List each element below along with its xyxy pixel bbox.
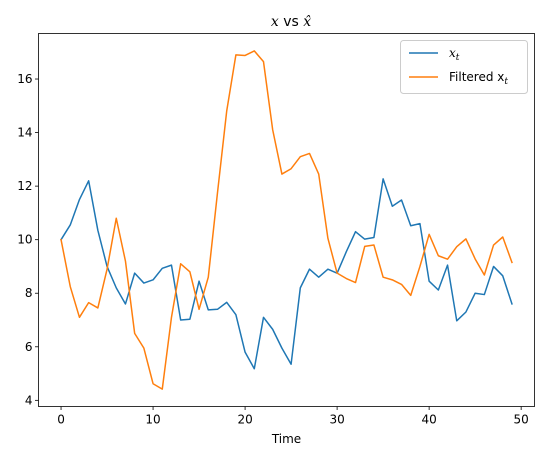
chart-title: x vs x̂: [271, 14, 311, 30]
plot-frame: [38, 33, 535, 407]
y-tick-label: 6: [25, 340, 33, 354]
x-tick-label: 0: [57, 413, 65, 427]
y-tick-label: 12: [17, 179, 32, 193]
x-tick-label: 40: [421, 413, 436, 427]
x-axis-label: Time: [271, 432, 301, 446]
title-x: x: [271, 14, 279, 30]
x-tick-label: 10: [145, 413, 160, 427]
y-tick-label: 16: [17, 72, 32, 86]
legend-label-x-t: xt: [449, 46, 460, 63]
legend-box: [400, 40, 528, 94]
series-group: [60, 50, 513, 390]
y-tick-label: 10: [17, 233, 32, 247]
x-tick-label: 30: [329, 413, 344, 427]
series-line-x-t: [60, 178, 513, 370]
title-x-hat: x̂: [303, 14, 311, 30]
y-tick-label: 8: [25, 286, 33, 300]
legend: xt Filtered xt: [400, 40, 528, 94]
y-axis-ticks: 4 6 8 10 12 14 16: [17, 72, 39, 407]
x-tick-label: 20: [237, 413, 252, 427]
x-axis-ticks: 0 10 20 30 40 50: [57, 406, 529, 427]
title-vs: vs: [279, 14, 303, 30]
y-tick-label: 14: [17, 126, 32, 140]
series-line-filtered-x-t: [60, 50, 513, 390]
x-tick-label: 50: [514, 413, 529, 427]
y-tick-label: 4: [25, 393, 33, 407]
legend-label-filtered-x-t: Filtered xt: [449, 70, 508, 87]
